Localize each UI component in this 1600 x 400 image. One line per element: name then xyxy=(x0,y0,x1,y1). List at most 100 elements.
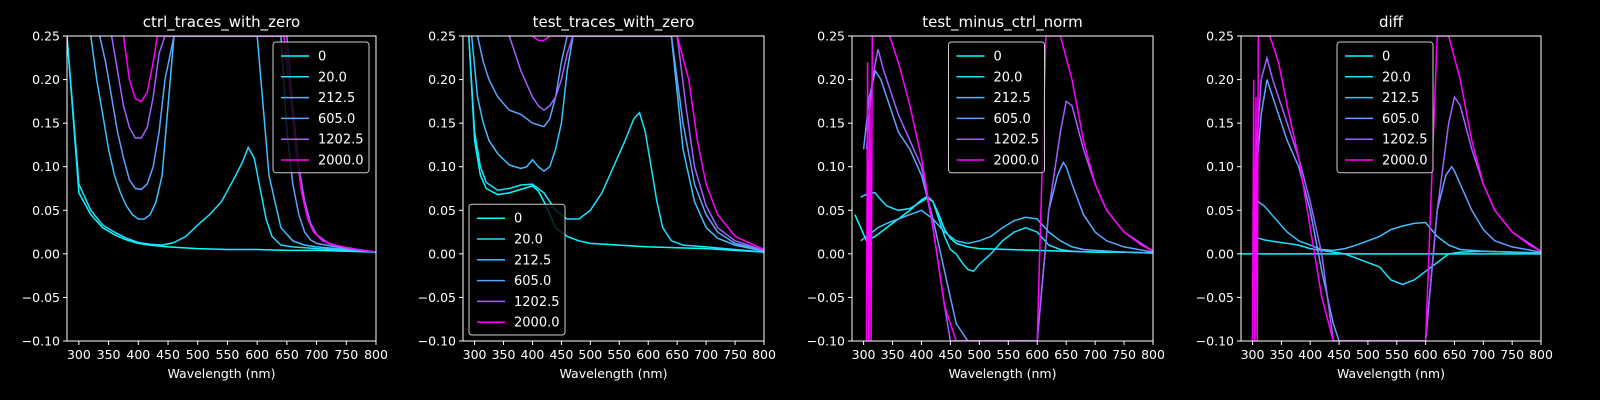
x-axis-label: Wavelength (nm) xyxy=(1337,366,1445,381)
series-group xyxy=(854,36,1153,341)
x-tick-label: 750 xyxy=(1500,347,1524,362)
x-tick-label: 500 xyxy=(578,347,602,362)
chart-title: ctrl_traces_with_zero xyxy=(143,13,300,32)
y-tick-label: 0.15 xyxy=(428,116,456,131)
x-tick-label: 450 xyxy=(156,347,180,362)
legend: 0 20.0 212.5 605.0 1202.5 2000.0 xyxy=(468,203,566,336)
y-tick-label: 0.10 xyxy=(817,159,845,174)
plot-frame xyxy=(851,35,1154,342)
series-line-605-0 xyxy=(862,69,1153,341)
y-tick-label: −0.05 xyxy=(22,290,60,305)
series-line-20-0 xyxy=(1252,235,1541,286)
series-line-2000-0 xyxy=(1251,36,1541,341)
x-tick-label: 700 xyxy=(1471,347,1495,362)
x-tick-label: 550 xyxy=(216,347,240,362)
y-tick-label: 0.00 xyxy=(1206,246,1234,261)
legend-box xyxy=(948,41,1045,174)
y-tick-label: 0.15 xyxy=(32,116,60,131)
x-tick-label: 350 xyxy=(492,347,516,362)
y-tick-label: −0.10 xyxy=(807,334,845,349)
legend: 0 20.0 212.5 605.0 1202.5 2000.0 xyxy=(272,41,370,174)
x-tick-label: 600 xyxy=(1025,347,1049,362)
y-tick-label: 0.00 xyxy=(817,246,845,261)
series-line-1202-5 xyxy=(1254,54,1541,341)
legend-label: 1202.5 xyxy=(318,133,364,148)
y-tick-label: 0.15 xyxy=(817,116,845,131)
legend-label: 1202.5 xyxy=(514,295,560,310)
legend-box xyxy=(468,203,566,336)
y-tick-label: 0.25 xyxy=(428,29,456,44)
legend-label: 605.0 xyxy=(1382,112,1419,127)
legend-label: 212.5 xyxy=(318,91,355,106)
series-line-2000-0 xyxy=(122,36,376,253)
x-tick-label: 400 xyxy=(521,347,545,362)
legend-label: 1202.5 xyxy=(1382,133,1428,148)
y-tick-label: −0.05 xyxy=(1196,290,1234,305)
series-line-212-5 xyxy=(470,36,764,252)
series-line-0 xyxy=(854,195,1153,254)
series-line-2000-0 xyxy=(532,36,764,251)
legend-box xyxy=(1336,41,1434,174)
x-tick-label: 450 xyxy=(938,347,962,362)
series-line-2000-0 xyxy=(865,36,1153,341)
x-tick-label: 750 xyxy=(334,347,358,362)
legend-label: 2000.0 xyxy=(514,316,560,331)
x-tick-label: 300 xyxy=(67,347,91,362)
y-tick-label: 0.20 xyxy=(1206,72,1234,87)
x-tick-label: 450 xyxy=(549,347,573,362)
y-tick-label: 0.25 xyxy=(1206,29,1234,44)
series-line-605-0 xyxy=(1254,79,1541,341)
series-line-0 xyxy=(67,36,376,253)
x-tick-label: 700 xyxy=(694,347,718,362)
x-tick-label: 750 xyxy=(1112,347,1136,362)
y-tick-label: 0.05 xyxy=(428,203,456,218)
chart-title: test_traces_with_zero xyxy=(533,13,695,32)
y-tick-label: −0.05 xyxy=(418,290,456,305)
x-tick-label: 550 xyxy=(996,347,1020,362)
x-tick-label: 300 xyxy=(1241,347,1265,362)
legend-label: 0 xyxy=(318,50,326,65)
chart-panel-3: test_minus_ctrl_norm 300 350 400 450 500 550 60… xyxy=(807,13,1165,381)
series-group xyxy=(1241,36,1541,341)
x-tick-label: 600 xyxy=(245,347,269,362)
y-tick-label: 0.15 xyxy=(1206,116,1234,131)
series-line-212-5 xyxy=(860,209,1153,254)
legend-label: 0 xyxy=(514,212,522,227)
legend-label: 0 xyxy=(1382,50,1390,65)
legend-label: 1202.5 xyxy=(994,133,1040,148)
legend-label: 2000.0 xyxy=(318,154,364,169)
y-tick-label: 0.10 xyxy=(32,159,60,174)
x-tick-label: 400 xyxy=(126,347,150,362)
x-tick-label: 350 xyxy=(881,347,905,362)
y-tick-label: 0.20 xyxy=(817,72,845,87)
y-tick-label: 0.25 xyxy=(32,29,60,44)
x-tick-label: 700 xyxy=(305,347,329,362)
legend-label: 0 xyxy=(994,50,1002,65)
legend-label: 20.0 xyxy=(318,70,347,85)
legend-label: 2000.0 xyxy=(994,154,1040,169)
series-line-212-5 xyxy=(90,36,376,253)
y-tick-label: 0.05 xyxy=(817,203,845,218)
x-tick-label: 800 xyxy=(364,347,388,362)
legend-label: 212.5 xyxy=(1382,91,1419,106)
legend-label: 20.0 xyxy=(1382,70,1411,85)
legend-box xyxy=(272,41,370,174)
chart-panel-4: diff 300 350 400 450 500 550 600 650 700 750 800 −0.… xyxy=(1196,13,1553,381)
y-tick-label: 0.00 xyxy=(32,246,60,261)
x-tick-label: 800 xyxy=(752,347,776,362)
x-tick-label: 450 xyxy=(1327,347,1351,362)
x-tick-label: 650 xyxy=(1443,347,1467,362)
x-tick-label: 500 xyxy=(1356,347,1380,362)
legend-label: 2000.0 xyxy=(1382,154,1428,169)
legend-label: 20.0 xyxy=(994,70,1023,85)
series-line-212-5 xyxy=(1251,200,1541,254)
y-tick-label: 0.00 xyxy=(428,246,456,261)
legend-label: 605.0 xyxy=(318,112,355,127)
x-tick-label: 700 xyxy=(1083,347,1107,362)
chart-panel-1: ctrl_traces_with_zero 300 350 400 450 500 550 6… xyxy=(22,13,388,381)
x-tick-label: 600 xyxy=(1414,347,1438,362)
x-tick-label: 800 xyxy=(1141,347,1165,362)
y-tick-label: −0.05 xyxy=(807,290,845,305)
x-tick-label: 800 xyxy=(1529,347,1553,362)
y-tick-label: 0.20 xyxy=(428,72,456,87)
